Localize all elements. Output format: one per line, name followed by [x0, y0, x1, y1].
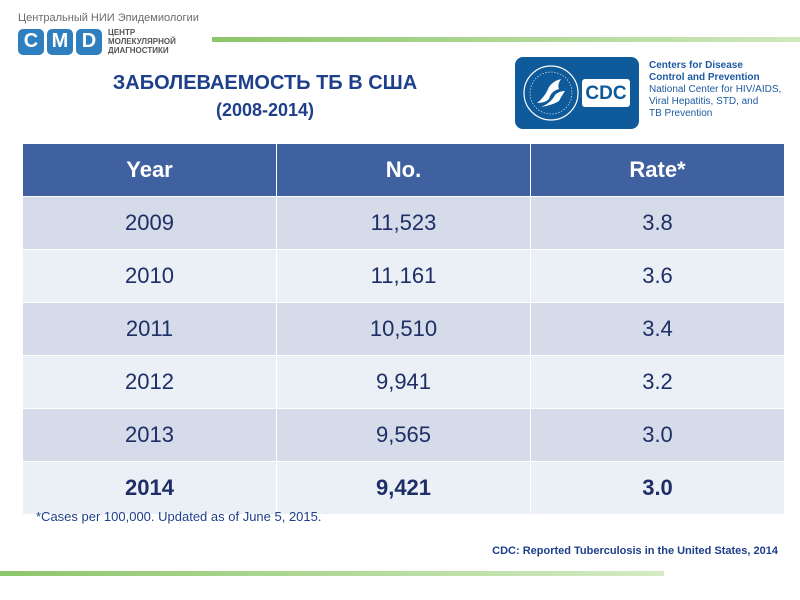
cell-number: 11,161 [276, 249, 531, 303]
cdc-line: TB Prevention [649, 108, 713, 119]
table-row: 2012 9,941 3.2 [22, 355, 785, 409]
column-header-number: No. [276, 143, 531, 197]
logo-subtitle: ЦЕНТР МОЛЕКУЛЯРНОЙ ДИАГНОСТИКИ [108, 28, 176, 55]
cdc-line: National Center for HIV/AIDS, [649, 84, 782, 95]
cell-year: 2013 [22, 408, 277, 462]
table-footnote: *Cases per 100,000. Updated as of June 5… [36, 509, 322, 524]
cell-year: 2010 [22, 249, 277, 303]
cell-rate: 3.0 [530, 408, 785, 462]
logo-subtitle-line: ДИАГНОСТИКИ [108, 46, 169, 55]
cell-number: 9,565 [276, 408, 531, 462]
cell-year: 2012 [22, 355, 277, 409]
cdc-line: Control and Prevention [649, 72, 760, 83]
logo-subtitle-line: ЦЕНТР [108, 28, 136, 37]
page-title: ЗАБОЛЕВАЕМОСТЬ ТБ В США [112, 72, 418, 94]
table-row: 2011 10,510 3.4 [22, 302, 785, 356]
bottom-divider [0, 571, 664, 576]
cell-rate: 3.8 [530, 196, 785, 250]
column-header-rate: Rate* [530, 143, 785, 197]
cell-year: 2011 [22, 302, 277, 356]
cdc-line: Viral Hepatitis, STD, and [649, 96, 759, 107]
table-row: 2009 11,523 3.8 [22, 196, 785, 250]
cell-number: 9,941 [276, 355, 531, 409]
cell-number: 9,421 [276, 461, 531, 515]
logo-letter-d: D [76, 28, 102, 55]
cdc-line: Centers for Disease [649, 60, 743, 71]
tb-incidence-table: Year No. Rate* 2009 11,523 3.8 2010 11,1… [22, 143, 785, 515]
cell-rate: 3.0 [530, 461, 785, 515]
top-divider [212, 37, 800, 42]
cdc-emblem-icon: CDC [523, 65, 630, 121]
cell-rate: 3.4 [530, 302, 785, 356]
table-row: 2010 11,161 3.6 [22, 249, 785, 303]
logo-letter-c: C [18, 28, 44, 55]
page-subtitle: (2008-2014) [215, 100, 315, 120]
cell-number: 11,523 [276, 196, 531, 250]
table-row-latest: 2014 9,421 3.0 [22, 461, 785, 515]
logo-letter-m: M [47, 28, 73, 55]
cell-year: 2014 [22, 461, 277, 515]
logo-subtitle-line: МОЛЕКУЛЯРНОЙ [108, 37, 176, 46]
table-header-row: Year No. Rate* [22, 143, 785, 197]
column-header-year: Year [22, 143, 277, 197]
cdc-logo: CDC [515, 57, 639, 129]
cell-number: 10,510 [276, 302, 531, 356]
org-name: Центральный НИИ Эпидемиологии [18, 12, 199, 24]
cell-year: 2009 [22, 196, 277, 250]
cdc-agency-text: Centers for Disease Control and Preventi… [649, 60, 799, 120]
cmd-logo: C M D ЦЕНТР МОЛЕКУЛЯРНОЙ ДИАГНОСТИКИ [18, 28, 176, 55]
cell-rate: 3.2 [530, 355, 785, 409]
source-citation: CDC: Reported Tuberculosis in the United… [492, 545, 778, 557]
table-row: 2013 9,565 3.0 [22, 408, 785, 462]
cell-rate: 3.6 [530, 249, 785, 303]
cdc-logo-label: CDC [585, 83, 626, 104]
